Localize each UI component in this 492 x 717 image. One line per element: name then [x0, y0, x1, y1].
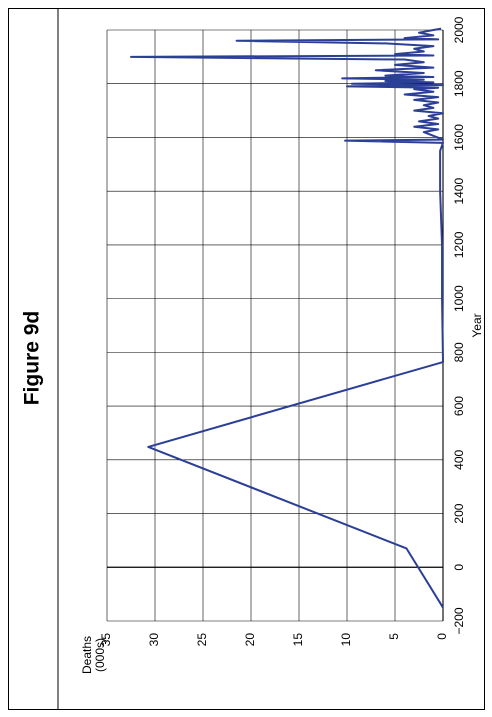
chart: Figure 9d −20002004006008001000120014001… — [21, 16, 485, 674]
y-axis-label: Deaths — [80, 636, 94, 674]
x-tick-label: 200 — [452, 503, 466, 523]
x-tick-label: 400 — [452, 449, 466, 469]
x-axis-label: Year — [470, 313, 484, 337]
x-tick-label: −200 — [452, 607, 466, 634]
y-tick-label: 20 — [243, 633, 257, 647]
y-tick-label: 0 — [435, 633, 449, 640]
y-tick-label: 5 — [387, 633, 401, 640]
chart-title: Figure 9d — [21, 311, 44, 406]
x-tick-label: 600 — [452, 396, 466, 416]
data-line — [130, 27, 444, 609]
x-tick-label: 1800 — [452, 70, 466, 97]
y-tick-label: 10 — [339, 633, 353, 647]
x-tick-label: 800 — [452, 342, 466, 362]
x-tick-label: 2000 — [452, 16, 466, 43]
x-tick-label: 1400 — [452, 178, 466, 205]
y-tick-label: 25 — [195, 633, 209, 647]
border — [8, 8, 485, 710]
x-tick-label: 0 — [452, 564, 466, 571]
x-tick-label: 1000 — [452, 285, 466, 312]
x-tick-label: 1200 — [452, 231, 466, 258]
x-tick-label: 1600 — [452, 124, 466, 151]
y-tick-label: 30 — [147, 633, 161, 647]
y-axis-label: (000s) — [93, 638, 107, 672]
y-tick-label: 35 — [99, 633, 113, 647]
y-tick-label: 15 — [291, 633, 305, 647]
